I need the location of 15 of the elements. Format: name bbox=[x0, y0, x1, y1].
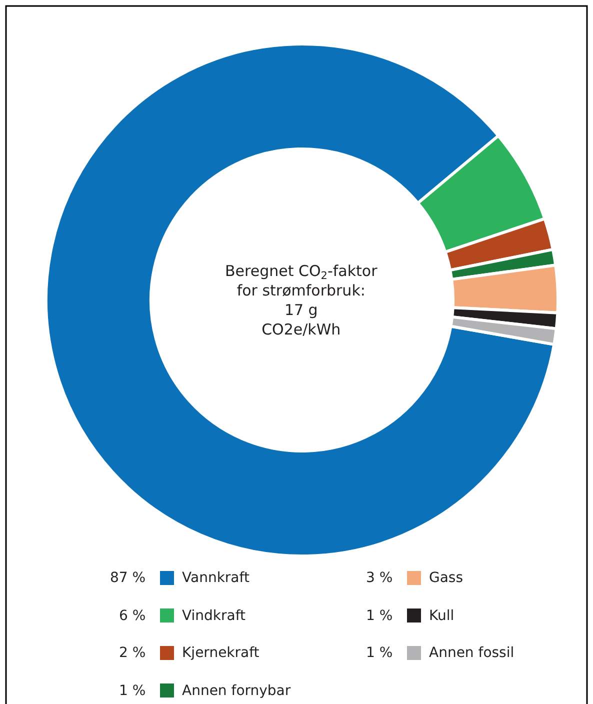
legend-label: Vindkraft bbox=[182, 608, 246, 624]
legend-label: Vannkraft bbox=[182, 570, 250, 586]
text: Beregnet CO$_{2}$-faktor for strømforbruk: 17 g CO2e/kWh bbox=[225, 262, 378, 338]
data-label: 87 % bbox=[110, 570, 146, 586]
legend-label: Kjernekraft bbox=[182, 645, 260, 661]
data-label: 1 % bbox=[366, 645, 393, 661]
data-label: 6 % bbox=[119, 608, 146, 624]
legend-label: Gass bbox=[429, 570, 464, 586]
data-label: 1 % bbox=[366, 608, 393, 624]
data-label: 3 % bbox=[366, 570, 393, 586]
data-label: 1 % bbox=[119, 683, 146, 699]
legend-label: Annen fossil bbox=[429, 645, 514, 661]
legend-label: Annen fornybar bbox=[182, 683, 291, 699]
legend-label: Kull bbox=[429, 608, 454, 624]
data-label: 2 % bbox=[119, 645, 146, 661]
